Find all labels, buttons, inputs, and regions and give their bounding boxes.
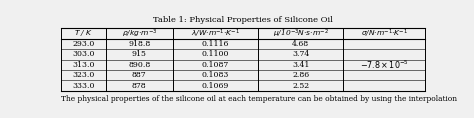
Text: 2.86: 2.86: [292, 71, 310, 79]
Text: $\mu$/10$^{-3}$$\mathit{N}$$\cdot$$\mathit{s}$$\cdot$$\mathit{m}$$^{-2}$: $\mu$/10$^{-3}$$\mathit{N}$$\cdot$$\math…: [273, 27, 328, 40]
Text: 0.1087: 0.1087: [202, 61, 229, 69]
Text: 0.1083: 0.1083: [202, 71, 229, 79]
Text: 333.0: 333.0: [72, 82, 95, 90]
Text: 293.0: 293.0: [72, 40, 95, 48]
Text: 878: 878: [132, 82, 146, 90]
Text: 3.74: 3.74: [292, 50, 310, 58]
Text: $-7.8\times10^{-5}$: $-7.8\times10^{-5}$: [360, 59, 409, 71]
Text: The physical properties of the silicone oil at each temperature can be obtained : The physical properties of the silicone …: [61, 95, 457, 103]
Text: 323.0: 323.0: [72, 71, 95, 79]
Text: Table 1: Physical Properties of Silicone Oil: Table 1: Physical Properties of Silicone…: [153, 16, 333, 24]
Text: 2.52: 2.52: [292, 82, 310, 90]
Text: $\rho$/$\mathit{kg}$$\cdot$$\mathit{m}$$^{-3}$: $\rho$/$\mathit{kg}$$\cdot$$\mathit{m}$$…: [122, 27, 157, 40]
Text: 918.8: 918.8: [128, 40, 150, 48]
Text: 0.1100: 0.1100: [202, 50, 229, 58]
Text: 0.1116: 0.1116: [202, 40, 229, 48]
Text: 303.0: 303.0: [72, 50, 95, 58]
Text: 890.8: 890.8: [128, 61, 150, 69]
Text: 3.41: 3.41: [292, 61, 310, 69]
Text: $\sigma$/$\mathit{N}$$\cdot$$\mathit{m}$$^{-1}$$\cdot$$\mathit{K}$$^{-1}$: $\sigma$/$\mathit{N}$$\cdot$$\mathit{m}$…: [361, 27, 408, 40]
Text: $T$ / $K$: $T$ / $K$: [74, 28, 93, 38]
Text: $\lambda$/$\mathit{W}$$\cdot$$\mathit{m}$$^{-1}$$\cdot$$\mathit{K}$$^{-1}$: $\lambda$/$\mathit{W}$$\cdot$$\mathit{m}…: [191, 27, 240, 40]
Text: 887: 887: [132, 71, 146, 79]
Text: 313.0: 313.0: [72, 61, 95, 69]
Text: 915: 915: [132, 50, 147, 58]
Text: 4.68: 4.68: [292, 40, 310, 48]
Text: 0.1069: 0.1069: [202, 82, 229, 90]
